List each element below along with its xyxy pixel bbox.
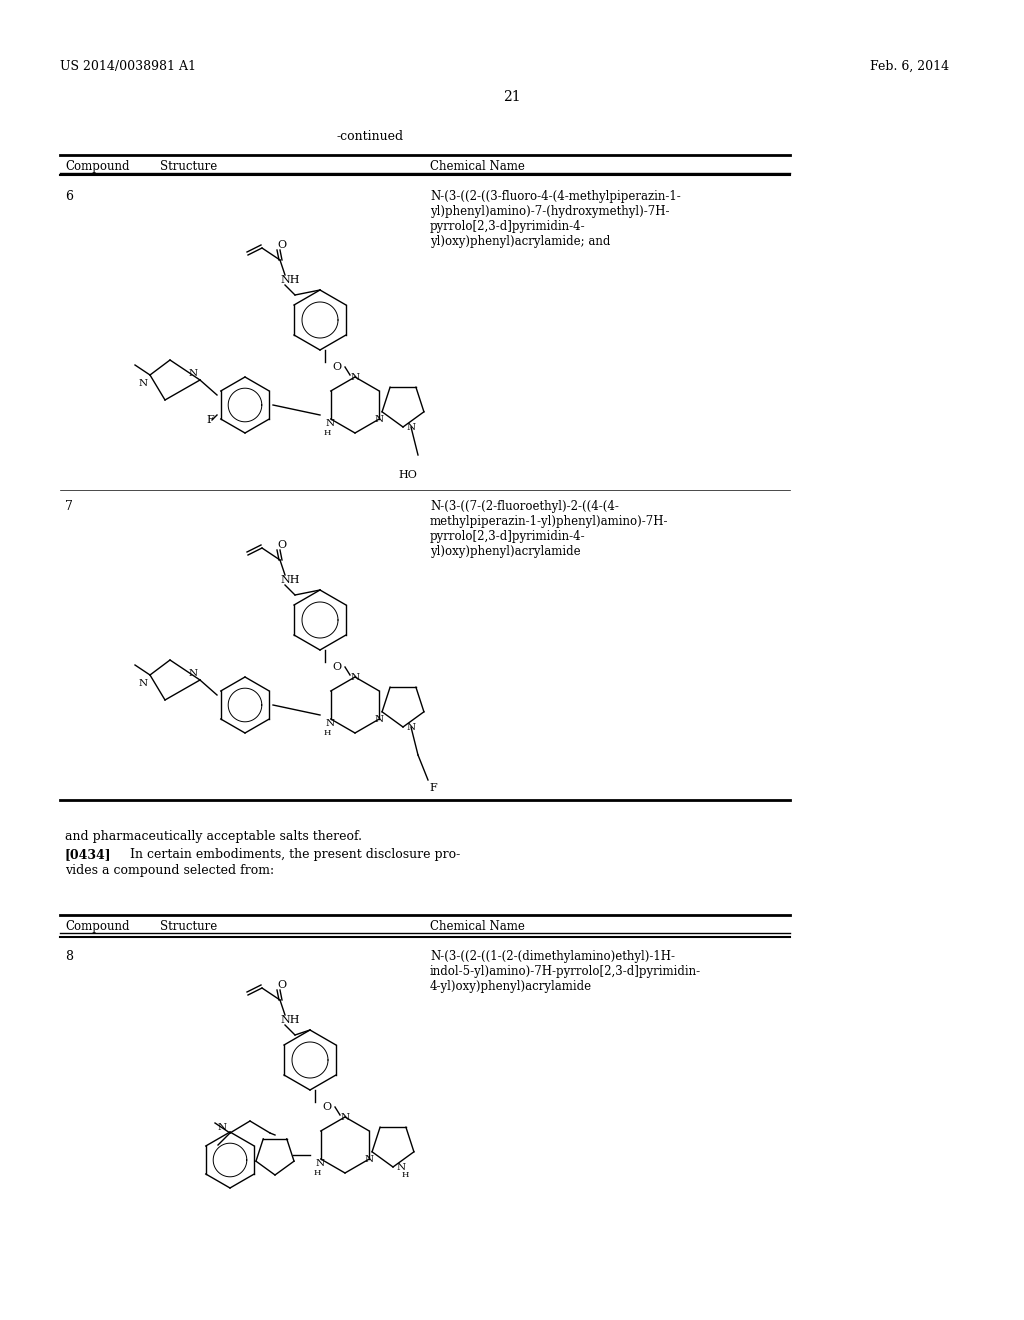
Text: NH: NH xyxy=(281,1015,300,1026)
Text: N: N xyxy=(326,418,335,428)
Text: N: N xyxy=(188,668,198,677)
Text: O: O xyxy=(278,540,287,550)
Text: and pharmaceutically acceptable salts thereof.: and pharmaceutically acceptable salts th… xyxy=(65,830,362,843)
Text: NH: NH xyxy=(281,576,300,585)
Text: N: N xyxy=(375,714,384,723)
Text: [0434]: [0434] xyxy=(65,847,112,861)
Text: N-(3-((7-(2-fluoroethyl)-2-((4-(4-
methylpiperazin-1-yl)phenyl)amino)-7H-
pyrrol: N-(3-((7-(2-fluoroethyl)-2-((4-(4- methy… xyxy=(430,500,669,558)
Text: N: N xyxy=(326,718,335,727)
Text: 21: 21 xyxy=(503,90,521,104)
Text: 8: 8 xyxy=(65,950,73,964)
Text: N: N xyxy=(315,1159,325,1167)
Text: H: H xyxy=(324,729,331,737)
Text: vides a compound selected from:: vides a compound selected from: xyxy=(65,865,274,876)
Text: N: N xyxy=(138,678,147,688)
Text: N: N xyxy=(407,422,416,432)
Text: N-(3-((2-((3-fluoro-4-(4-methylpiperazin-1-
yl)phenyl)amino)-7-(hydroxymethyl)-7: N-(3-((2-((3-fluoro-4-(4-methylpiperazin… xyxy=(430,190,681,248)
Text: 6: 6 xyxy=(65,190,73,203)
Text: N: N xyxy=(407,722,416,731)
Text: H: H xyxy=(401,1171,409,1179)
Text: N-(3-((2-((1-(2-(dimethylamino)ethyl)-1H-
indol-5-yl)amino)-7H-pyrrolo[2,3-d]pyr: N-(3-((2-((1-(2-(dimethylamino)ethyl)-1H… xyxy=(430,950,701,993)
Text: US 2014/0038981 A1: US 2014/0038981 A1 xyxy=(60,59,196,73)
Text: N: N xyxy=(365,1155,374,1163)
Text: O: O xyxy=(278,240,287,249)
Text: NH: NH xyxy=(281,275,300,285)
Text: H: H xyxy=(324,429,331,437)
Text: N: N xyxy=(138,379,147,388)
Text: N: N xyxy=(396,1163,406,1172)
Text: N: N xyxy=(375,414,384,424)
Text: F: F xyxy=(206,414,214,425)
Text: N: N xyxy=(188,368,198,378)
Text: 7: 7 xyxy=(65,500,73,513)
Text: O: O xyxy=(333,362,342,372)
Text: Compound: Compound xyxy=(65,920,129,933)
Text: N: N xyxy=(217,1123,226,1133)
Text: H: H xyxy=(313,1170,321,1177)
Text: Compound: Compound xyxy=(65,160,129,173)
Text: In certain embodiments, the present disclosure pro-: In certain embodiments, the present disc… xyxy=(130,847,460,861)
Text: O: O xyxy=(333,663,342,672)
Text: O: O xyxy=(278,979,287,990)
Text: Chemical Name: Chemical Name xyxy=(430,920,525,933)
Text: Structure: Structure xyxy=(160,160,217,173)
Text: N: N xyxy=(350,372,359,381)
Text: HO: HO xyxy=(398,470,418,480)
Text: N: N xyxy=(350,672,359,681)
Text: N: N xyxy=(340,1113,349,1122)
Text: Structure: Structure xyxy=(160,920,217,933)
Text: Feb. 6, 2014: Feb. 6, 2014 xyxy=(870,59,949,73)
Text: -continued: -continued xyxy=(337,129,403,143)
Text: O: O xyxy=(323,1102,332,1111)
Text: F: F xyxy=(429,783,437,793)
Text: Chemical Name: Chemical Name xyxy=(430,160,525,173)
